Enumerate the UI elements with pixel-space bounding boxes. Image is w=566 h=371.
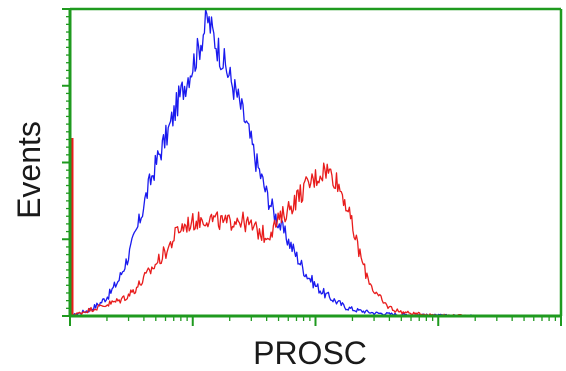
series-1-line	[69, 8, 561, 317]
y-axis-label: Events	[11, 121, 47, 219]
x-axis-label: PROSC	[253, 335, 367, 371]
plot-area	[69, 8, 562, 317]
series-2-line	[69, 162, 562, 317]
axes	[62, 7, 563, 326]
